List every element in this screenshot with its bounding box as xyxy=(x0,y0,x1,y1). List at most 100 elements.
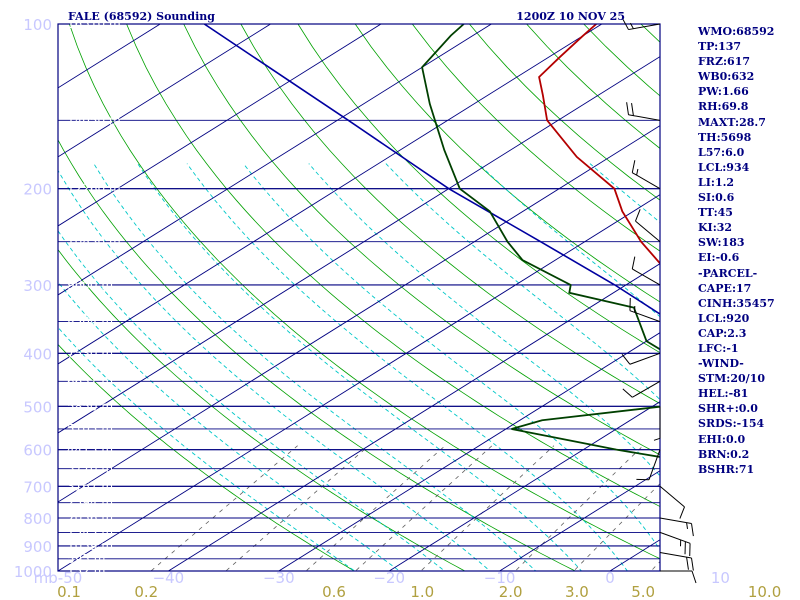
temperature-tick-label: −10 xyxy=(484,569,516,587)
height-label: 2594 m xyxy=(67,496,113,510)
wind-barb xyxy=(653,406,661,441)
isotherm xyxy=(58,56,660,434)
height-label: 3167 m xyxy=(67,479,113,493)
mixing-ratio-label: 0.2 xyxy=(134,583,158,600)
index-item: LI:1.2 xyxy=(698,175,735,189)
index-item: LCL:920 xyxy=(698,311,750,325)
index-item: TT:45 xyxy=(698,206,733,220)
wind-barb-staff xyxy=(659,531,691,544)
height-label: 9600 m xyxy=(67,278,113,292)
wind-barb-half-feather xyxy=(636,168,639,176)
height-label: 3770 m xyxy=(67,462,113,476)
wind-barb-staff xyxy=(648,449,661,480)
wind-barb-staff xyxy=(632,268,661,286)
wind-barb-feather xyxy=(686,557,689,570)
wind-barb-feather xyxy=(691,557,694,571)
height-label: 8504 m xyxy=(67,315,113,329)
sounding-profiles xyxy=(203,24,660,458)
pressure-label: 100 xyxy=(23,16,52,34)
wind-barb-half-feather xyxy=(686,522,689,530)
wind-barb-feather xyxy=(679,506,685,519)
moist-adiabat xyxy=(186,163,628,571)
moist-adiabat xyxy=(58,281,401,571)
index-item: EI:-0.6 xyxy=(698,251,740,265)
moist-adiabat xyxy=(93,163,537,571)
wind-barb-feather xyxy=(622,388,633,398)
index-item: L57:6.0 xyxy=(698,145,745,159)
pressure-label: 200 xyxy=(23,181,52,199)
wind-barb xyxy=(626,102,661,121)
dry-adiabat xyxy=(58,343,356,571)
height-label: 7530 m xyxy=(67,346,113,360)
wind-barb xyxy=(629,298,661,323)
height-label: 14050 m xyxy=(67,113,121,127)
isotherm xyxy=(58,24,382,227)
wind-barb-staff xyxy=(632,380,661,398)
chart-title: FALE (68592) Sounding xyxy=(68,10,215,23)
isotherm xyxy=(388,401,660,571)
mixing-ratio-line xyxy=(225,445,370,571)
index-item: EHI:0.0 xyxy=(698,432,746,446)
height-label: 1545 m xyxy=(67,525,113,539)
index-item: CAPE:17 xyxy=(698,281,752,295)
wind-barb xyxy=(622,380,661,398)
temperature-tick-label: 0 xyxy=(605,569,615,587)
temperature-trace xyxy=(538,24,660,265)
height-label: 6651 m xyxy=(67,374,113,388)
wind-barb-staff xyxy=(635,220,661,243)
mixing-ratio-label: 0.6 xyxy=(322,583,346,600)
wind-barb-feather xyxy=(691,523,694,537)
wind-barb-staff xyxy=(659,485,685,508)
mixing-ratio-label: 1.0 xyxy=(410,583,434,600)
wind-barb xyxy=(659,551,694,571)
wind-barb xyxy=(659,517,694,537)
wind-barb-feather xyxy=(631,103,634,116)
wind-barb-feather xyxy=(626,102,629,115)
index-item: SRDS:-154 xyxy=(698,417,765,431)
index-item: FRZ:617 xyxy=(698,55,751,69)
temperature-tick-label: −40 xyxy=(153,569,185,587)
moist-adiabat xyxy=(58,230,446,571)
pressure-label: 300 xyxy=(23,277,52,295)
wind-barb-feather xyxy=(631,160,636,173)
isotherm xyxy=(58,24,493,296)
stability-index-list: WMO:68592 TP:137 FRZ:617 WB0:632 PW:1.66 RH:6… xyxy=(698,24,798,477)
wind-barb xyxy=(631,160,661,190)
index-item: WMO:68592 xyxy=(698,25,775,38)
wind-barb-staff xyxy=(629,310,661,323)
mixing-ratio-line xyxy=(514,445,644,571)
pressure-label: 800 xyxy=(23,510,52,528)
height-label: 16510 m xyxy=(67,17,121,31)
wind-barb-feather xyxy=(635,209,641,222)
wind-barb-feather xyxy=(621,354,631,365)
index-item: -PARCEL- xyxy=(698,266,758,280)
index-item: SW:183 xyxy=(698,236,745,250)
mixing-ratio-line xyxy=(420,445,555,571)
mixing-ratio-label: 2.0 xyxy=(499,583,523,600)
wind-barb xyxy=(622,18,661,31)
index-item: LCL:934 xyxy=(698,160,750,174)
temperature-tick-label: 10 xyxy=(711,569,730,587)
index-item: TP:137 xyxy=(698,40,742,54)
isotherm xyxy=(58,24,272,158)
index-item: SI:0.6 xyxy=(698,191,735,205)
wind-barb-staff xyxy=(628,23,661,31)
wind-barb-staff xyxy=(659,551,692,559)
index-item: KI:32 xyxy=(698,221,733,235)
wind-barb xyxy=(621,352,661,365)
index-item: -WIND- xyxy=(698,357,744,371)
index-item: MAXT:28.7 xyxy=(698,115,766,129)
wind-barb-feather xyxy=(691,570,697,584)
height-label: 1059 m xyxy=(67,539,113,553)
index-item: LFC:-1 xyxy=(698,341,739,355)
moist-adiabat xyxy=(137,163,583,571)
wind-barb xyxy=(631,256,661,286)
wind-barb-feather xyxy=(631,256,636,270)
height-label: 5850 m xyxy=(67,399,113,413)
height-label: 152 m xyxy=(67,564,105,578)
moist-adiabat xyxy=(58,169,491,571)
temperature-tick-label: −20 xyxy=(373,569,405,587)
